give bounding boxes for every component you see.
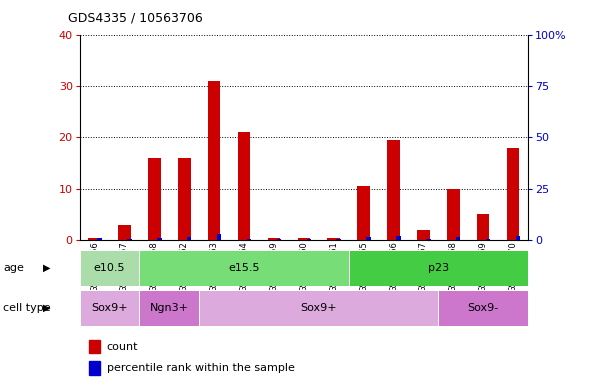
Bar xyxy=(178,158,191,240)
Bar xyxy=(307,239,311,240)
Bar xyxy=(516,236,520,240)
Bar xyxy=(277,239,281,240)
Bar xyxy=(80,290,139,326)
Bar xyxy=(217,234,221,240)
Bar xyxy=(139,250,349,286)
Text: Sox9+: Sox9+ xyxy=(91,303,128,313)
Bar xyxy=(238,132,250,240)
Bar xyxy=(297,238,310,240)
Bar xyxy=(396,236,401,240)
Bar xyxy=(88,238,101,240)
Bar xyxy=(327,238,340,240)
Bar xyxy=(366,237,371,240)
Text: age: age xyxy=(3,263,24,273)
Bar xyxy=(336,239,341,240)
Bar xyxy=(118,225,131,240)
Bar xyxy=(486,239,490,240)
Text: p23: p23 xyxy=(428,263,449,273)
Text: Sox9-: Sox9- xyxy=(468,303,499,313)
Bar xyxy=(417,230,430,240)
Bar xyxy=(88,339,100,353)
Bar xyxy=(148,158,160,240)
Text: cell type: cell type xyxy=(3,303,51,313)
Bar xyxy=(199,290,438,326)
Text: e10.5: e10.5 xyxy=(94,263,125,273)
Bar xyxy=(387,140,400,240)
Text: GDS4335 / 10563706: GDS4335 / 10563706 xyxy=(68,12,202,25)
Bar xyxy=(208,81,221,240)
Text: ▶: ▶ xyxy=(42,263,50,273)
Text: Ngn3+: Ngn3+ xyxy=(150,303,189,313)
Text: count: count xyxy=(107,341,138,351)
Bar xyxy=(477,214,490,240)
Bar xyxy=(438,290,528,326)
Bar xyxy=(157,238,162,240)
Bar xyxy=(349,250,528,286)
Bar xyxy=(247,239,251,240)
Bar xyxy=(97,238,101,240)
Bar xyxy=(88,361,100,375)
Bar xyxy=(268,238,280,240)
Bar xyxy=(507,147,519,240)
Bar xyxy=(456,237,460,240)
Text: percentile rank within the sample: percentile rank within the sample xyxy=(107,363,294,373)
Text: ▶: ▶ xyxy=(42,303,50,313)
Bar xyxy=(426,239,431,240)
Bar xyxy=(127,239,132,240)
Bar xyxy=(358,186,370,240)
Bar xyxy=(139,290,199,326)
Bar xyxy=(447,189,460,240)
Bar xyxy=(187,237,191,240)
Text: Sox9+: Sox9+ xyxy=(300,303,337,313)
Text: e15.5: e15.5 xyxy=(228,263,260,273)
Bar xyxy=(80,250,139,286)
